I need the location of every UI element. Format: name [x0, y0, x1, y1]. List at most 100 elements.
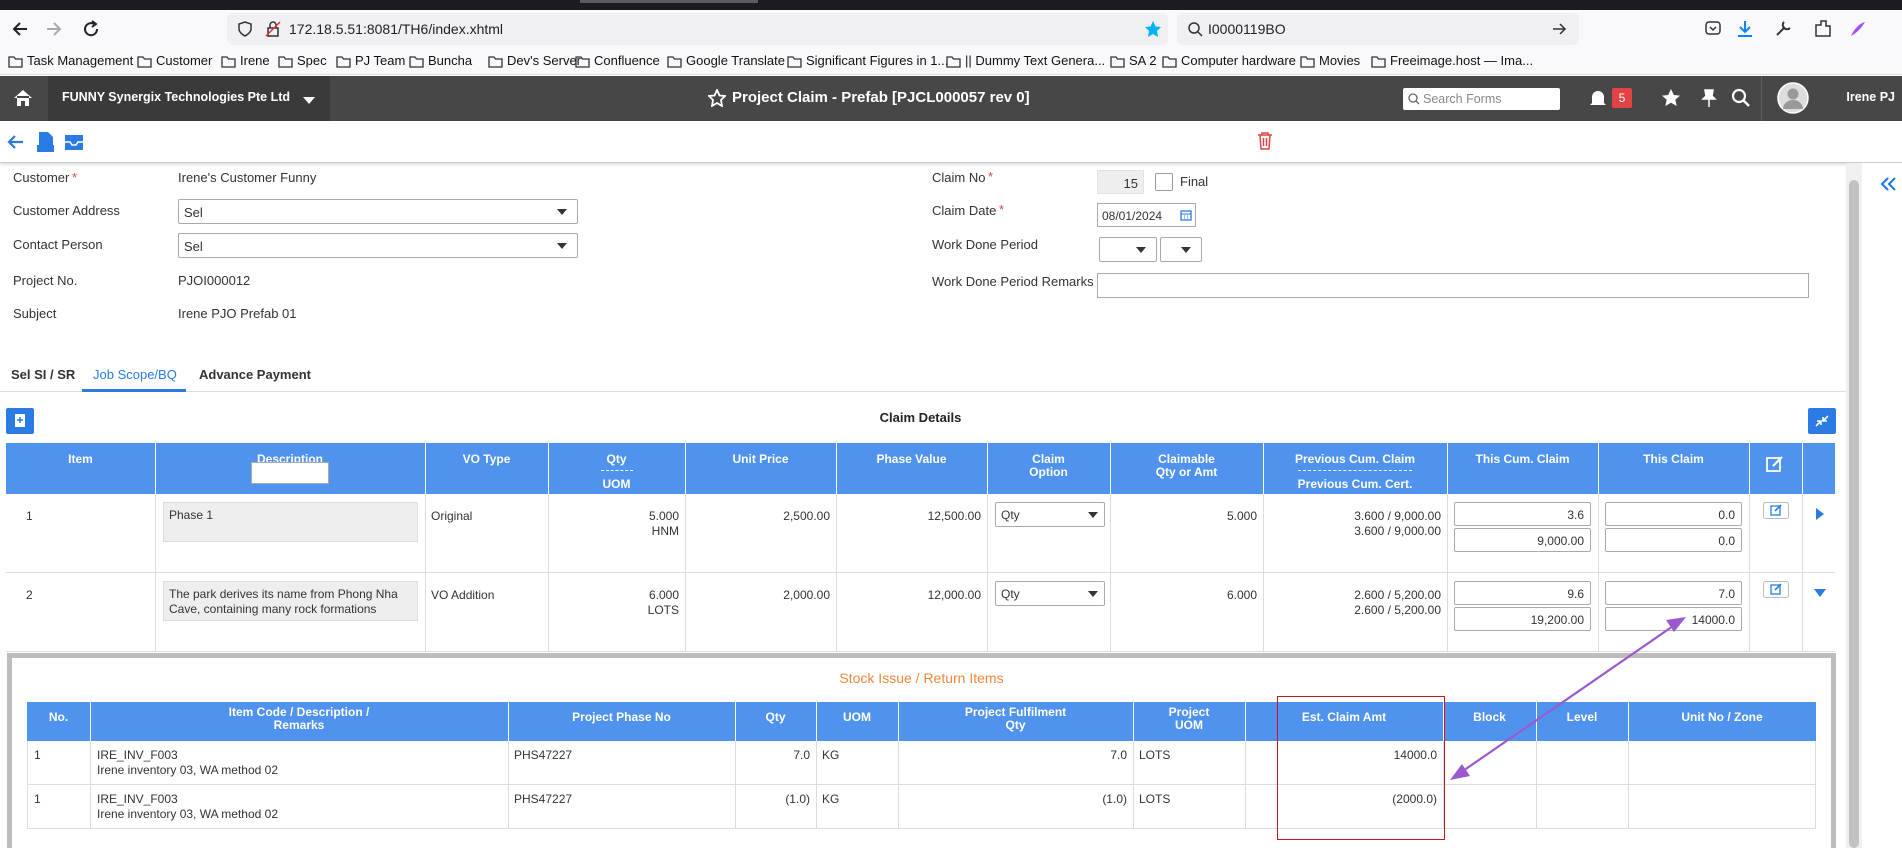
row-toggle[interactable] — [1813, 587, 1827, 599]
fulfilment-qty: (1.0) — [1102, 792, 1127, 806]
bookmark[interactable]: Confluence — [594, 53, 660, 68]
stock-no: 1 — [34, 792, 41, 806]
search-field[interactable]: I0000119BO — [1177, 13, 1579, 45]
collapse-panel[interactable] — [1879, 176, 1897, 192]
row-toggle[interactable] — [1813, 508, 1827, 520]
back-action[interactable] — [6, 132, 26, 152]
search-go[interactable] — [1551, 21, 1567, 37]
bookmark[interactable]: Customer — [156, 53, 213, 68]
bookmark-icon — [488, 54, 503, 68]
this-claim-amt[interactable]: 0.0 — [1605, 528, 1742, 552]
favourite-star[interactable] — [708, 89, 726, 107]
avatar[interactable] — [1777, 82, 1809, 114]
reload-button[interactable] — [80, 18, 102, 40]
row-edit[interactable] — [1763, 502, 1789, 519]
tab[interactable]: Job Scope/BQ — [93, 367, 177, 382]
delete-action[interactable] — [1257, 132, 1273, 150]
field-label: Claim Date — [932, 203, 997, 218]
back-button[interactable] — [10, 18, 32, 40]
toolbar-icon[interactable] — [1773, 19, 1793, 39]
toolbar-icon[interactable] — [1703, 19, 1723, 39]
bookmark-star[interactable] — [1144, 20, 1162, 38]
bookmark[interactable]: PJ Team — [355, 53, 406, 68]
this-claim-qty[interactable]: 0.0 — [1605, 502, 1742, 526]
claim-date[interactable]: 08/01/2024 — [1097, 203, 1196, 227]
row-edit[interactable] — [1763, 581, 1789, 598]
bookmark[interactable]: Computer hardware — [1181, 53, 1296, 68]
bookmark[interactable]: Significant Figures in 1... — [806, 53, 949, 68]
bookmark[interactable]: Dev's Server — [507, 53, 582, 68]
tab[interactable]: Advance Payment — [199, 367, 311, 382]
bookmark-icon — [221, 54, 236, 68]
global-search[interactable] — [1731, 88, 1751, 108]
this-cum-qty[interactable]: 9.6 — [1454, 581, 1591, 605]
tab[interactable]: Sel SI / SR — [11, 367, 76, 382]
select-field[interactable]: Sel — [178, 233, 578, 258]
bookmark[interactable]: || Dummy Text Genera... — [965, 53, 1106, 68]
form-search[interactable]: Search Forms — [1403, 88, 1560, 110]
bookmark-icon-glyph — [137, 56, 152, 68]
pdf-action[interactable] — [36, 131, 56, 153]
company-selector[interactable]: FUNNY Synergix Technologies Pte Ltd — [48, 76, 330, 121]
select-caret — [557, 209, 567, 215]
description-box[interactable]: The park derives its name from Phong Nha… — [163, 581, 418, 621]
cell-border — [1443, 785, 1444, 829]
period-from[interactable] — [1099, 237, 1157, 262]
this-claim-amt[interactable]: 14000.0 — [1605, 607, 1742, 631]
bookmark[interactable]: Buncha — [428, 53, 473, 68]
description-filter[interactable] — [251, 462, 329, 484]
toolbar-icon-glyph — [1776, 21, 1791, 36]
bookmark-icon-glyph — [1300, 56, 1315, 68]
bookmark[interactable]: Freeimage.host — Ima... — [1390, 53, 1534, 68]
this-cum-amt[interactable]: 19,200.00 — [1454, 607, 1591, 631]
form-search-placeholder: Search Forms — [1423, 92, 1502, 106]
bookmark[interactable]: Movies — [1319, 53, 1361, 68]
this-cum-amt[interactable]: 9,000.00 — [1454, 528, 1591, 552]
notifications[interactable] — [1588, 88, 1608, 108]
remarks-input[interactable] — [1097, 273, 1809, 298]
period-to[interactable] — [1160, 237, 1202, 262]
claim-option[interactable]: Qty — [995, 502, 1105, 527]
email-action[interactable] — [64, 132, 84, 152]
select-field[interactable]: Sel — [178, 199, 578, 224]
expand-button[interactable] — [1808, 408, 1836, 434]
add-button[interactable] — [6, 408, 34, 434]
form-search-icon-glyph — [1408, 93, 1420, 105]
cell-border — [155, 494, 156, 573]
this-claim-qty[interactable]: 7.0 — [1605, 581, 1742, 605]
toolbar-icon[interactable] — [1812, 19, 1832, 39]
bulk-edit-icon[interactable] — [1765, 455, 1785, 473]
column-header: VO Type — [462, 452, 511, 466]
description-box[interactable]: Phase 1 — [163, 502, 418, 542]
forward-button[interactable] — [42, 18, 64, 40]
page-title: Project Claim - Prefab [PJCL000057 rev 0… — [732, 89, 1030, 106]
header-separator — [1263, 443, 1264, 494]
search-go-glyph — [1553, 23, 1567, 35]
home-button[interactable] — [12, 87, 34, 109]
cell-border — [1749, 494, 1750, 573]
item-description: Irene inventory 03, WA method 02 — [97, 807, 278, 821]
toolbar-icon[interactable] — [1735, 19, 1755, 39]
bookmark[interactable]: SA 2 — [1129, 53, 1157, 68]
prev-cum-cert: 3.600 / 9,000.00 — [1354, 524, 1441, 538]
claim-option[interactable]: Qty — [995, 581, 1105, 606]
bookmark-icon — [946, 54, 961, 68]
column-header: Option — [1029, 465, 1068, 479]
cell-border — [987, 573, 988, 652]
final-checkbox[interactable] — [1155, 173, 1173, 191]
bookmark[interactable]: Google Translate — [686, 53, 786, 68]
column-header: Item — [68, 452, 93, 466]
side-panel — [1862, 163, 1902, 848]
this-cum-qty[interactable]: 3.6 — [1454, 502, 1591, 526]
cell-border — [1245, 785, 1246, 829]
toolbar-icon[interactable] — [1848, 19, 1868, 39]
favourites[interactable] — [1661, 88, 1681, 108]
pin[interactable] — [1699, 88, 1719, 108]
header-divider — [1761, 76, 1762, 121]
field-label: Customer — [13, 170, 70, 185]
bookmark[interactable]: Task Management — [27, 53, 134, 68]
bookmark[interactable]: Irene — [240, 53, 270, 68]
bookmark[interactable]: Spec — [297, 53, 327, 68]
url-field[interactable]: 172.18.5.51:8081/TH6/index.xhtml — [227, 13, 1168, 45]
cell-border — [1443, 741, 1444, 785]
